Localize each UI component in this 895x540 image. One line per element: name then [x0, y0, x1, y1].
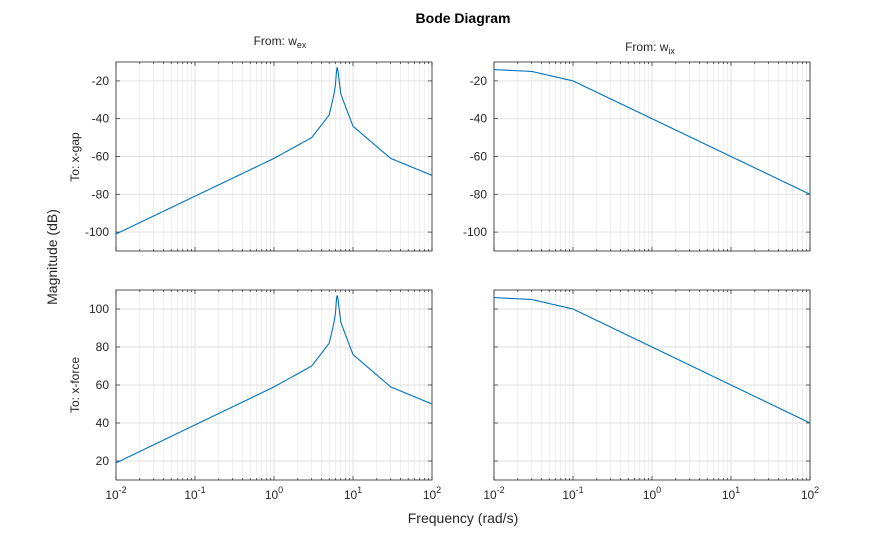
y-tick-label: -80	[470, 187, 488, 201]
y-tick-label: -100	[85, 225, 109, 239]
magnitude-series-line	[493, 69, 811, 195]
y-tick-label: -40	[92, 112, 110, 126]
magnitude-series-line	[115, 66, 433, 235]
column-title-subscript: ix	[668, 46, 675, 56]
y-tick-label: 40	[96, 416, 110, 430]
y-tick-label: -60	[92, 150, 110, 164]
x-tick-label: 10-1	[562, 485, 583, 502]
y-tick-label: -60	[470, 150, 488, 164]
x-tick-label: 101	[344, 485, 362, 502]
y-tick-label: -80	[92, 187, 110, 201]
y-tick-label: 20	[96, 454, 110, 468]
column-title-wix: From: wix	[625, 40, 675, 56]
x-tick-label: 100	[265, 485, 283, 502]
chart-title: Bode Diagram	[416, 10, 511, 26]
subplot-wix-xforce: 10-2 10-1 100 101 102	[483, 289, 819, 502]
column-title-prefix: From: w	[254, 34, 298, 48]
x-tick-label: 101	[722, 485, 740, 502]
column-title-prefix: From: w	[625, 40, 669, 54]
x-tick-label: 10-2	[105, 485, 126, 502]
y-tick-label: -40	[470, 112, 488, 126]
subplot-wix-xgap: -100 -80 -60 -40 -20	[463, 61, 811, 252]
x-tick-label: 102	[423, 485, 441, 502]
column-title-wex: From: wex	[254, 34, 307, 50]
x-tick-label: 102	[801, 485, 819, 502]
magnitude-series-line	[115, 294, 433, 464]
row-label-x-gap: To: x-gap	[68, 132, 82, 182]
y-tick-label: -100	[463, 225, 487, 239]
y-tick-label: -20	[92, 74, 110, 88]
y-axis-label: Magnitude (dB)	[44, 209, 60, 305]
subplot-wex-xforce: 20 40 60 80 100 10-2 10-1 100 101 102	[89, 289, 441, 502]
x-tick-label: 100	[643, 485, 661, 502]
x-tick-label: 10-1	[184, 485, 205, 502]
x-axis-label: Frequency (rad/s)	[408, 510, 518, 526]
magnitude-series-line	[493, 297, 811, 424]
row-label-x-force: To: x-force	[68, 357, 82, 413]
subplot-wex-xgap: -100 -80 -60 -40 -20	[85, 61, 433, 252]
subplot-grid: -100 -80 -60 -40 -20 -100 -80 -60 -40 -20 20 40 60 80…	[85, 61, 819, 502]
x-tick-label: 10-2	[483, 485, 504, 502]
y-tick-label: -20	[470, 74, 488, 88]
y-tick-label: 100	[89, 302, 109, 316]
y-tick-label: 60	[96, 378, 110, 392]
y-tick-label: 80	[96, 340, 110, 354]
column-title-subscript: ex	[297, 40, 307, 50]
